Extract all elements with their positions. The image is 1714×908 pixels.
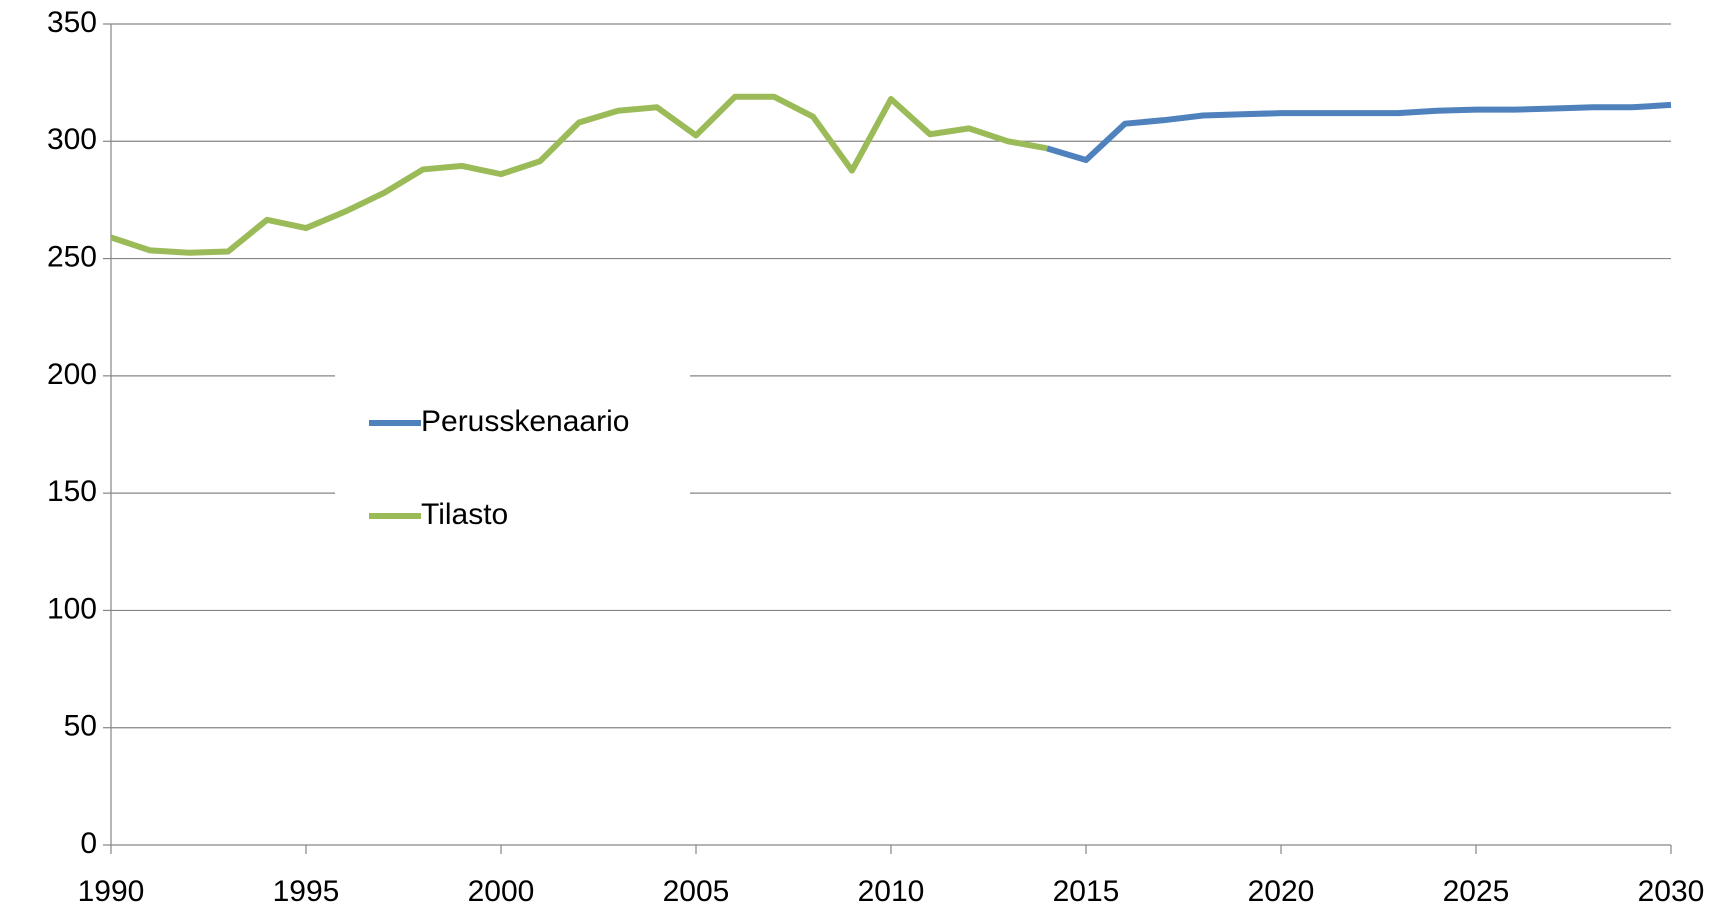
x-tick-label: 2000 bbox=[468, 875, 535, 908]
y-tick-label: 200 bbox=[47, 358, 97, 391]
x-tick-label: 2020 bbox=[1248, 875, 1315, 908]
x-tick-label: 1995 bbox=[273, 875, 340, 908]
y-tick-label: 350 bbox=[47, 6, 97, 39]
y-tick-label: 300 bbox=[47, 123, 97, 156]
line-series bbox=[1046, 101, 1672, 164]
y-tick-label: 50 bbox=[64, 710, 97, 743]
y-tick-label: 100 bbox=[47, 592, 97, 625]
y-tick-label: 250 bbox=[47, 240, 97, 273]
legend-label: Tilasto bbox=[421, 498, 508, 531]
x-tick-label: 2025 bbox=[1443, 875, 1510, 908]
x-tick-label: 2015 bbox=[1053, 875, 1120, 908]
line-series bbox=[110, 93, 1048, 256]
y-tick-label: 150 bbox=[47, 475, 97, 508]
x-tick-label: 2005 bbox=[663, 875, 730, 908]
x-tick-label: 2030 bbox=[1638, 875, 1705, 908]
x-tick-label: 1990 bbox=[78, 875, 145, 908]
x-tick-label: 2010 bbox=[858, 875, 925, 908]
y-tick-label: 0 bbox=[80, 827, 97, 860]
legend-box bbox=[335, 375, 690, 533]
legend-label: Perusskenaario bbox=[421, 405, 629, 438]
